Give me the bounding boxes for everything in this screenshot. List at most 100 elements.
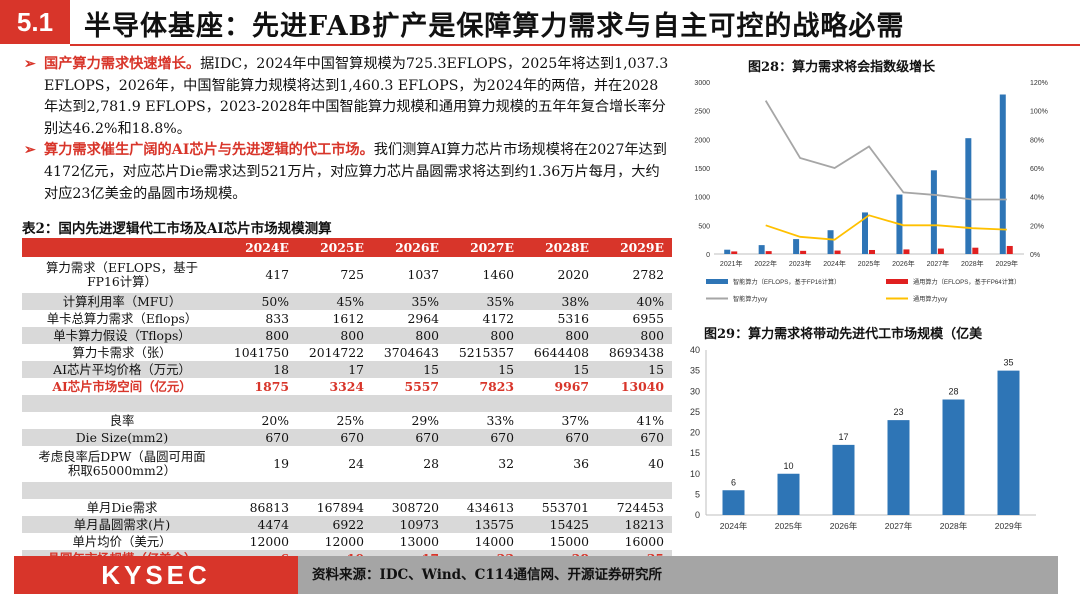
y-tick-label: 35 xyxy=(690,366,700,376)
table-cell: 45% xyxy=(297,293,372,310)
bullet-list: ➢ 国产算力需求快速增长。据IDC，2024年中国智算规模为725.3EFLOP… xyxy=(22,54,672,205)
table-cell: 3324 xyxy=(329,378,365,394)
table-cell: 40% xyxy=(597,293,672,310)
table-cell: 2964 xyxy=(407,310,439,326)
x-tick-label: 2025年 xyxy=(775,521,803,531)
table-cell: 15 xyxy=(597,361,672,378)
kysec-logo: KYSEC xyxy=(101,560,211,590)
x-tick-label: 2027年 xyxy=(927,259,950,268)
bullet-text: 我们测算AI算力芯片市场规模将在2027年达到4172亿元，对应芯片Die需求达… xyxy=(44,142,667,202)
bar-general-compute xyxy=(903,249,910,254)
y-tick-label: 1000 xyxy=(694,195,710,202)
y-tick-label: 3000 xyxy=(694,80,710,87)
table-cell: 434613 xyxy=(466,499,514,515)
table-cell: 40 xyxy=(648,456,664,471)
bar-ai-compute xyxy=(862,212,868,254)
column-header xyxy=(22,238,222,257)
table-row: AI芯片平均价格（万元） 18 17 15 15 15 15 xyxy=(22,361,672,378)
table-cell: 724453 xyxy=(616,499,664,515)
table-cell xyxy=(372,482,447,499)
table-cell: 10973 xyxy=(372,516,447,533)
x-tick-label: 2029年 xyxy=(995,259,1018,268)
table-cell: 86813 xyxy=(249,499,289,515)
legend-label: 智能算力yoy xyxy=(733,295,768,303)
bar-ai-compute xyxy=(999,94,1006,255)
y-tick-label: 1500 xyxy=(694,166,710,173)
row-label xyxy=(22,482,222,499)
y2-tick-label: 20% xyxy=(1030,223,1044,230)
table-cell: 37% xyxy=(561,412,589,428)
bullet-highlight: 国产算力需求快速增长。 xyxy=(44,56,201,72)
bullet-item: ➢ 国产算力需求快速增长。据IDC，2024年中国智算规模为725.3EFLOP… xyxy=(22,54,672,140)
table-cell: 6922 xyxy=(297,516,372,533)
table-cell: 670 xyxy=(522,429,597,446)
table-cell xyxy=(222,482,297,499)
bar-foundry-market xyxy=(722,490,745,515)
table-cell: 24 xyxy=(348,456,364,471)
table-cell: 7823 xyxy=(479,378,515,394)
table-cell: 9967 xyxy=(554,378,590,394)
column-header: 2025E xyxy=(297,238,372,257)
bar-general-compute xyxy=(834,250,841,254)
bar-ai-compute xyxy=(724,249,731,254)
row-label: Die Size(mm2) xyxy=(22,429,222,446)
slide-title: 半导体基座：先进FAB扩产是保障算力需求与自主可控的战略必需 xyxy=(84,11,905,42)
table-cell xyxy=(297,395,372,412)
table-cell xyxy=(297,482,372,499)
x-tick-label: 2023年 xyxy=(789,259,812,268)
table-cell: 15000 xyxy=(549,533,589,549)
table-cell: 14000 xyxy=(474,533,514,549)
table-cell: 553701 xyxy=(541,499,589,515)
table-cell: 20% xyxy=(261,412,289,428)
table-cell: 5316 xyxy=(557,310,589,326)
row-label: 算力需求（EFLOPS，基于FP16计算） xyxy=(46,260,198,289)
table-row: AI芯片市场空间（亿元） 1875 3324 5557 7823 9967 13040 xyxy=(22,378,672,395)
bullet-arrow-icon: ➢ xyxy=(24,142,36,159)
bar-foundry-market xyxy=(997,370,1020,515)
table-cell: 1037 xyxy=(407,267,439,282)
row-label: 单卡总算力需求（Eflops） xyxy=(46,310,198,326)
table-cell: 13040 xyxy=(620,378,664,394)
table-cell: 800 xyxy=(597,327,672,344)
table-cell: 167894 xyxy=(316,499,364,515)
line-series-2 xyxy=(764,100,1007,201)
legend-label: 智能算力（EFLOPS，基于FP16计算） xyxy=(733,278,840,286)
table-cell xyxy=(522,482,597,499)
table-cell: 19 xyxy=(273,456,289,471)
table-cell: 2782 xyxy=(632,267,664,282)
table-cell xyxy=(222,395,297,412)
table-cell: 15425 xyxy=(522,516,597,533)
data-label: 35 xyxy=(1003,358,1013,368)
bar-foundry-market xyxy=(942,399,965,515)
table-cell: 36 xyxy=(573,456,589,471)
table-cell: 670 xyxy=(597,429,672,446)
column-header: 2026E xyxy=(372,238,447,257)
table-cell: 32 xyxy=(498,456,514,471)
legend-label: 通用算力yoy xyxy=(913,295,948,303)
table-row: Die Size(mm2) 670 670 670 670 670 670 xyxy=(22,429,672,446)
y-tick-label: 30 xyxy=(690,386,700,396)
data-label: 28 xyxy=(948,387,958,397)
y-tick-label: 10 xyxy=(690,469,700,479)
table-cell: 670 xyxy=(447,429,522,446)
bar-foundry-market xyxy=(832,444,855,515)
bar-ai-compute xyxy=(758,245,765,254)
table-cell: 41% xyxy=(636,412,664,428)
x-tick-label: 2026年 xyxy=(830,521,858,531)
row-label xyxy=(22,395,222,412)
row-label: 良率 xyxy=(109,412,135,428)
x-tick-label: 2026年 xyxy=(892,259,915,268)
table-cell: 2020 xyxy=(557,267,589,282)
data-label: 6 xyxy=(731,477,736,487)
row-label: AI芯片平均价格（万元） xyxy=(22,361,222,378)
y-tick-label: 5 xyxy=(695,489,700,499)
bar-general-compute xyxy=(731,251,738,254)
table-row: 单片均价（美元） 12000 12000 13000 14000 15000 16000 xyxy=(22,533,672,550)
table-cell: 800 xyxy=(372,327,447,344)
table-cell: 29% xyxy=(411,412,439,428)
data-label: 17 xyxy=(838,432,848,442)
row-label: AI芯片市场空间（亿元） xyxy=(52,378,192,394)
table-cell: 6955 xyxy=(632,310,664,326)
y-tick-label: 500 xyxy=(698,223,710,230)
logo-box: KYSEC xyxy=(14,556,298,594)
